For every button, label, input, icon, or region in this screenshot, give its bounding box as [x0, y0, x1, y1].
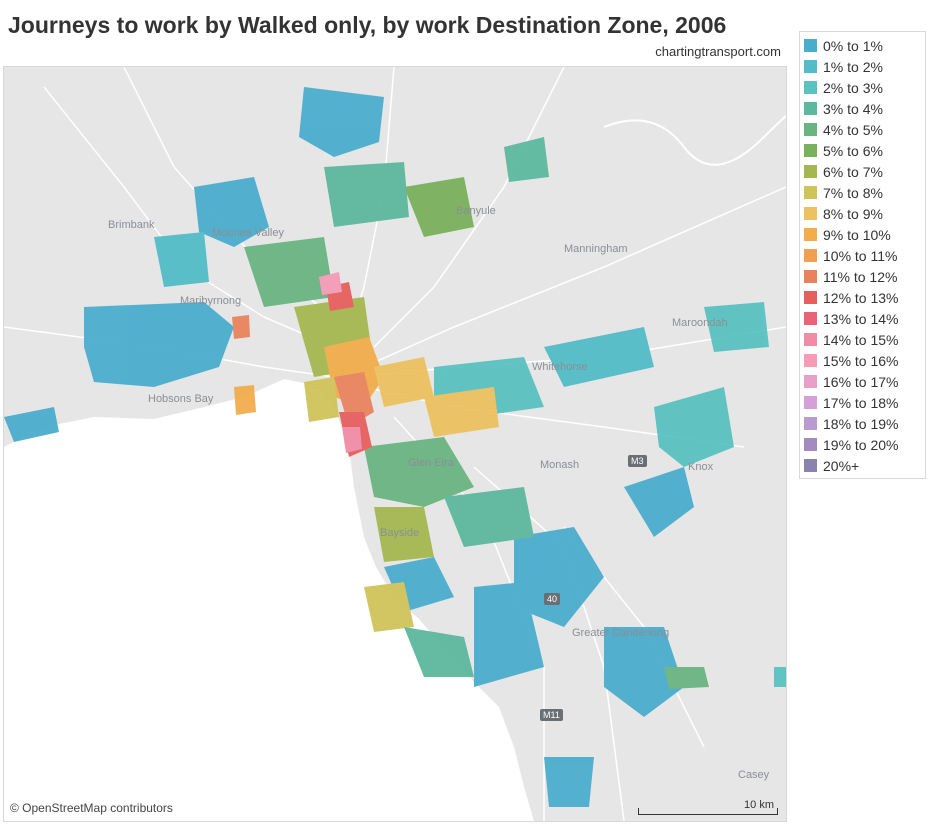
map-label-whitehorse: Whitehorse: [532, 361, 588, 373]
legend-item[interactable]: 0% to 1%: [800, 35, 925, 56]
source-credit: chartingtransport.com: [655, 44, 781, 59]
map-label-monash: Monash: [540, 459, 580, 471]
legend-item[interactable]: 17% to 18%: [800, 392, 925, 413]
map-label-bayside: Bayside: [380, 527, 420, 539]
legend-item[interactable]: 9% to 10%: [800, 224, 925, 245]
map-attribution[interactable]: © OpenStreetMap contributors: [10, 801, 173, 815]
legend-list: 0% to 1% 1% to 2% 2% to 3% 3% to 4% 4% to 5%…: [800, 32, 925, 476]
legend-swatch: [804, 354, 817, 367]
map-label-maroondah: Maroondah: [672, 317, 728, 329]
legend-label: 7% to 8%: [823, 184, 883, 201]
map-label-hobsons-bay: Hobsons Bay: [148, 393, 214, 405]
legend-label: 5% to 6%: [823, 142, 883, 159]
legend-label: 4% to 5%: [823, 121, 883, 138]
legend-label: 18% to 19%: [823, 415, 899, 432]
legend-label: 12% to 13%: [823, 289, 899, 306]
legend-label: 3% to 4%: [823, 100, 883, 117]
legend-item[interactable]: 12% to 13%: [800, 287, 925, 308]
legend-swatch: [804, 228, 817, 241]
legend-label: 1% to 2%: [823, 58, 883, 75]
legend-label: 19% to 20%: [823, 436, 899, 453]
legend-swatch: [804, 438, 817, 451]
map-label-glen-eira: Glen Eira: [408, 457, 454, 469]
legend-swatch: [804, 60, 817, 73]
legend-item[interactable]: 7% to 8%: [800, 182, 925, 203]
legend-swatch: [804, 459, 817, 472]
road-shield-m11: M11: [540, 709, 563, 721]
legend-item[interactable]: 14% to 15%: [800, 329, 925, 350]
destination-zones[interactable]: [4, 87, 786, 807]
legend-swatch: [804, 312, 817, 325]
map-label-greater-dandenong: Greater Dandenong: [572, 627, 670, 639]
port-phillip-bay: [4, 379, 534, 821]
legend-label: 9% to 10%: [823, 226, 891, 243]
scale-label: 10 km: [744, 799, 774, 811]
legend-label: 15% to 16%: [823, 352, 899, 369]
map-label-casey: Casey: [738, 769, 770, 781]
legend-label: 13% to 14%: [823, 310, 899, 327]
legend-item[interactable]: 16% to 17%: [800, 371, 925, 392]
legend-label: 11% to 12%: [823, 268, 898, 285]
legend-swatch: [804, 81, 817, 94]
river: [603, 114, 786, 166]
legend-label: 2% to 3%: [823, 79, 883, 96]
legend-swatch: [804, 270, 817, 283]
choropleth-map[interactable]: Brimbank Moonee Valley Maribyrnong Hobso…: [3, 66, 787, 822]
map-label-maribyrnong: Maribyrnong: [180, 295, 242, 307]
legend-label: 10% to 11%: [823, 247, 898, 264]
map-canvas[interactable]: [4, 67, 786, 821]
scale-bar: 10 km: [638, 799, 778, 817]
legend-item[interactable]: 5% to 6%: [800, 140, 925, 161]
legend-item[interactable]: 1% to 2%: [800, 56, 925, 77]
legend-swatch: [804, 123, 817, 136]
legend-item[interactable]: 10% to 11%: [800, 245, 925, 266]
legend-label: 20%+: [823, 457, 860, 474]
legend-swatch: [804, 375, 817, 388]
road-shield-40: 40: [544, 593, 561, 605]
color-legend: 0% to 1% 1% to 2% 2% to 3% 3% to 4% 4% to 5%…: [799, 31, 926, 479]
map-label-banyule: Banyule: [456, 205, 496, 217]
legend-label: 6% to 7%: [823, 163, 883, 180]
legend-swatch: [804, 291, 817, 304]
map-label-knox: Knox: [688, 461, 714, 473]
scale-bar-line: [638, 808, 778, 815]
legend-item[interactable]: 3% to 4%: [800, 98, 925, 119]
road-shield-m3: M3: [628, 455, 647, 467]
legend-label: 17% to 18%: [823, 394, 899, 411]
legend-item[interactable]: 4% to 5%: [800, 119, 925, 140]
page-title: Journeys to work by Walked only, by work…: [8, 12, 727, 38]
legend-swatch: [804, 207, 817, 220]
legend-swatch: [804, 333, 817, 346]
legend-item[interactable]: 18% to 19%: [800, 413, 925, 434]
legend-swatch: [804, 186, 817, 199]
legend-label: 16% to 17%: [823, 373, 899, 390]
legend-item[interactable]: 2% to 3%: [800, 77, 925, 98]
legend-swatch: [804, 249, 817, 262]
legend-swatch: [804, 417, 817, 430]
legend-label: 0% to 1%: [823, 37, 883, 54]
legend-item[interactable]: 20%+: [800, 455, 925, 476]
legend-swatch: [804, 165, 817, 178]
legend-item[interactable]: 11% to 12%: [800, 266, 925, 287]
map-label-moonee-valley: Moonee Valley: [212, 227, 284, 239]
map-label-manningham: Manningham: [564, 243, 628, 255]
legend-item[interactable]: 15% to 16%: [800, 350, 925, 371]
legend-swatch: [804, 144, 817, 157]
legend-swatch: [804, 39, 817, 52]
legend-swatch: [804, 396, 817, 409]
legend-item[interactable]: 8% to 9%: [800, 203, 925, 224]
legend-item[interactable]: 19% to 20%: [800, 434, 925, 455]
legend-item[interactable]: 6% to 7%: [800, 161, 925, 182]
legend-item[interactable]: 13% to 14%: [800, 308, 925, 329]
legend-label: 14% to 15%: [823, 331, 899, 348]
legend-swatch: [804, 102, 817, 115]
map-label-brimbank: Brimbank: [108, 219, 155, 231]
legend-label: 8% to 9%: [823, 205, 883, 222]
